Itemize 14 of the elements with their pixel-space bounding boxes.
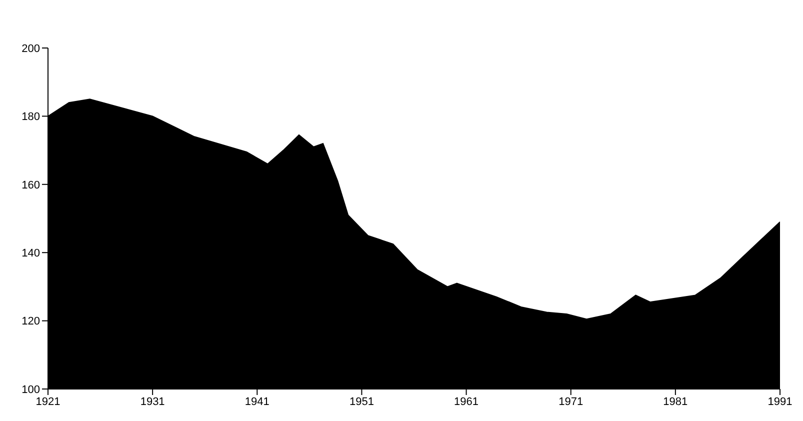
- x-tick-label: 1921: [36, 396, 60, 408]
- y-tick-label: 160: [22, 179, 40, 192]
- x-tick-label: 1981: [663, 396, 688, 408]
- y-tick-label: 200: [22, 42, 40, 55]
- x-tick-label: 1931: [140, 396, 165, 408]
- y-tick-label: 120: [22, 316, 40, 328]
- x-tick-label: 1961: [454, 396, 479, 408]
- x-tick-label: 1941: [244, 396, 270, 408]
- x-tick-label: 1971: [558, 396, 584, 408]
- y-tick-label: 180: [22, 111, 40, 124]
- y-tick-label: 140: [22, 248, 40, 260]
- x-tick-label: 1991: [768, 396, 792, 408]
- x-tick-label: 1951: [349, 396, 374, 408]
- y-tick-label: 100: [22, 384, 40, 396]
